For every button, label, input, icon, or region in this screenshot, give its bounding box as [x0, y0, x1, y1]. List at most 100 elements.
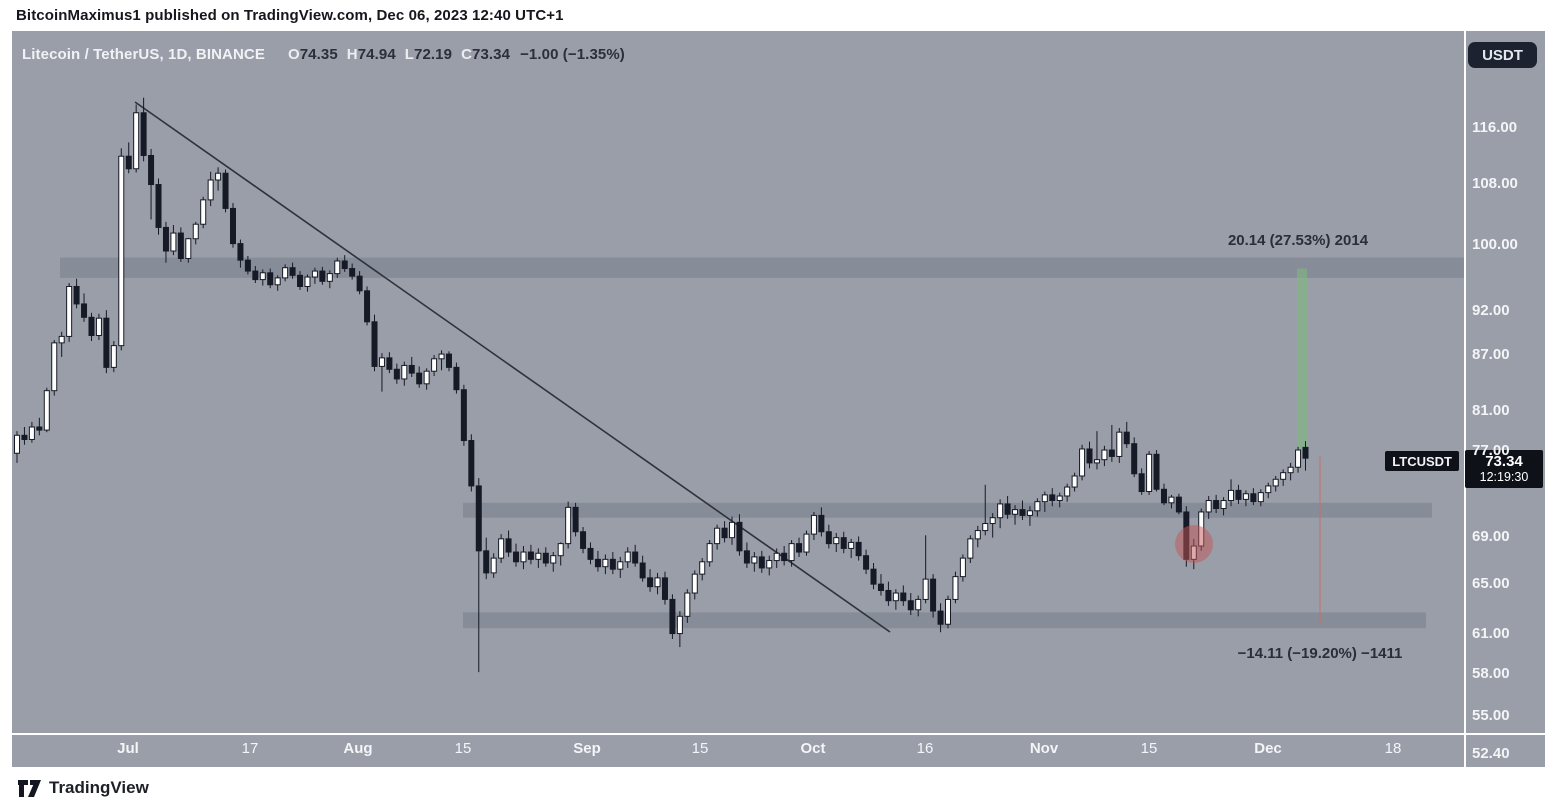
candle-up [423, 370, 430, 385]
price-tick: 108.00 [1472, 175, 1518, 193]
candle-down [594, 558, 601, 568]
measure-up-bar[interactable] [1297, 268, 1307, 453]
last-price-value: 73.34 [1485, 453, 1523, 471]
open-value: 74.35 [299, 46, 338, 63]
candle-down [1004, 503, 1011, 515]
price-tick: 65.00 [1472, 575, 1510, 593]
candle-up [535, 552, 542, 560]
tradingview-link[interactable]: TradingView [18, 778, 149, 798]
time-tick-16: 16 [916, 740, 934, 757]
candle-up [1168, 496, 1175, 504]
candle-up [833, 537, 840, 545]
candle-up [1242, 493, 1249, 500]
candle-down [125, 155, 132, 170]
price-tick: 58.00 [1472, 665, 1510, 683]
candle-down [88, 316, 95, 336]
low-support-zone[interactable] [463, 612, 1426, 629]
footer-bar: TradingView [0, 767, 1556, 809]
candle-down [885, 589, 892, 602]
candle-down [1049, 494, 1056, 502]
symbol-flag: LTCUSDT [1385, 451, 1459, 471]
time-tick-15: 15 [454, 740, 472, 757]
candle-down [252, 270, 259, 281]
candle-up [401, 364, 408, 380]
candle-up [133, 112, 140, 170]
currency-toggle-button[interactable]: USDT [1468, 42, 1537, 68]
candle-up [207, 179, 214, 201]
tradingview-logo-icon [18, 779, 41, 797]
candle-up [676, 615, 683, 635]
candle-down [527, 551, 534, 560]
candle-up [1257, 492, 1264, 503]
candle-up [1041, 494, 1048, 503]
candle-down [81, 303, 88, 318]
candle-down [1235, 489, 1242, 500]
highlight-circle[interactable] [1175, 525, 1213, 563]
price-tick: 52.40 [1472, 745, 1510, 762]
descending-trendline[interactable] [134, 101, 891, 633]
mid-support-zone[interactable] [463, 502, 1432, 518]
candle-up [58, 335, 65, 344]
candle-down [237, 243, 244, 261]
candle-down [1250, 493, 1257, 503]
candle-up [1034, 501, 1041, 512]
candle-down [1019, 509, 1026, 516]
candle-up [118, 155, 125, 347]
candle-down [743, 550, 750, 564]
candle-up [1146, 453, 1153, 493]
candle-up [282, 267, 289, 279]
candle-down [781, 552, 788, 562]
candle-down [445, 353, 452, 368]
candle-down [148, 154, 155, 186]
candle-up [699, 561, 706, 575]
candle-up [304, 276, 311, 287]
price-axis[interactable]: 116.00 108.00 100.00 92.00 87.00 81.00 77.00 69… [1466, 31, 1545, 762]
candle-up [810, 514, 817, 535]
time-tick-nov: Nov [1029, 740, 1059, 757]
candle-down [349, 268, 356, 277]
candle-up [170, 232, 177, 252]
candle-up [617, 561, 624, 570]
candle-up [95, 317, 102, 336]
candle-up [602, 558, 609, 568]
candle-up [922, 578, 929, 600]
resistance-zone[interactable] [60, 257, 1464, 278]
symbol-title: Litecoin / TetherUS, 1D, BINANCE [22, 46, 265, 63]
candle-up [959, 557, 966, 578]
candle-down [758, 556, 765, 569]
price-tick: 87.00 [1472, 345, 1510, 363]
candle-down [1131, 443, 1138, 475]
time-axis[interactable]: Jul 17 Aug 15 Sep 15 Oct 16 Nov 15 Dec 18 [12, 735, 1464, 767]
candle-up [989, 517, 996, 525]
candle-down [877, 583, 884, 591]
candle-down [475, 485, 482, 552]
candle-up [378, 357, 385, 367]
footer-brand-text: TradingView [49, 778, 149, 797]
candle-up [997, 503, 1004, 519]
candle-up [1064, 486, 1071, 497]
candle-up [326, 273, 333, 282]
candle-up [691, 573, 698, 594]
close-value: 73.34 [472, 46, 511, 63]
candle-down [513, 551, 520, 563]
candle-up [1220, 500, 1227, 510]
candle-down [1213, 500, 1220, 510]
candle-up [967, 538, 974, 559]
candle-up [498, 538, 505, 559]
candle-up [66, 285, 73, 337]
price-tick: 77.00 [1472, 441, 1510, 459]
candle-up [334, 260, 341, 275]
candle-up [729, 521, 736, 539]
candle-down [721, 527, 728, 539]
price-tick: 69.00 [1472, 528, 1510, 546]
time-tick-15: 15 [691, 740, 709, 757]
candle-down [840, 537, 847, 549]
symbol-legend: Litecoin / TetherUS, 1D, BINANCE O 74.35 H 7… [22, 46, 625, 63]
last-price-flag: 73.34 12:19:30 [1465, 450, 1543, 488]
candle-down [364, 290, 371, 323]
bar-countdown: 12:19:30 [1479, 470, 1529, 485]
candle-down [870, 568, 877, 585]
candle-down [1108, 449, 1115, 457]
candle-down [36, 426, 43, 431]
